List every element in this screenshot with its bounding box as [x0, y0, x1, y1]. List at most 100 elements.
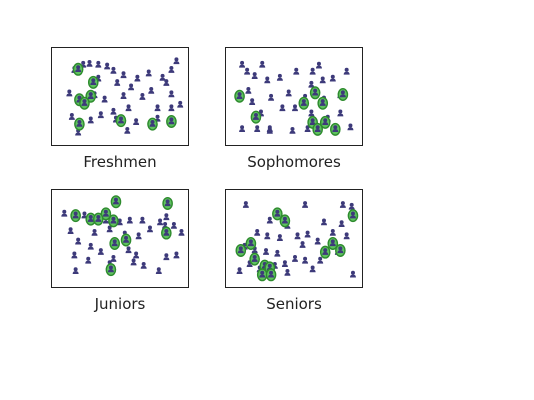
person-icon: [249, 98, 255, 105]
person-icon: [73, 267, 79, 274]
person-icon: [282, 260, 288, 267]
highlighted-person-icon: [121, 234, 130, 246]
highlighted-person-icon: [338, 89, 347, 101]
person-icon: [245, 87, 251, 94]
person-icon: [292, 255, 298, 262]
juniors-label: Juniors: [41, 295, 199, 313]
freshmen-people: [52, 48, 190, 147]
highlighted-person-icon: [163, 198, 172, 210]
person-icon: [279, 104, 285, 111]
person-icon: [85, 257, 91, 264]
highlighted-person-icon: [167, 116, 176, 128]
highlighted-person-icon: [266, 269, 275, 281]
seniors-plot-box: [225, 189, 363, 288]
person-icon: [127, 217, 133, 224]
person-icon: [310, 265, 316, 272]
person-icon: [61, 210, 67, 217]
highlighted-person-icon: [110, 238, 119, 250]
person-icon: [95, 61, 101, 68]
highlighted-person-icon: [321, 246, 330, 258]
highlighted-person-icon: [250, 253, 259, 265]
highlighted-person-icon: [162, 227, 171, 239]
person-icon: [98, 248, 104, 255]
highlighted-person-icon: [80, 97, 89, 109]
person-icon: [263, 248, 269, 255]
person-icon: [316, 62, 322, 69]
person-icon: [69, 113, 75, 120]
person-icon: [244, 68, 250, 75]
highlighted-person-icon: [75, 118, 84, 130]
person-icon: [139, 217, 145, 224]
person-icon: [350, 271, 356, 278]
person-icon: [264, 232, 270, 239]
person-icon: [349, 203, 355, 210]
person-icon: [320, 77, 326, 84]
person-icon: [239, 125, 245, 132]
person-icon: [155, 104, 161, 111]
person-icon: [114, 79, 120, 86]
sophomores-people: [226, 48, 364, 147]
person-icon: [110, 255, 116, 262]
person-icon: [284, 269, 290, 276]
person-icon: [302, 201, 308, 208]
person-icon: [126, 246, 132, 253]
person-icon: [267, 125, 273, 132]
highlighted-person-icon: [94, 213, 103, 225]
highlighted-person-icon: [246, 238, 255, 250]
person-icon: [163, 253, 169, 260]
highlighted-person-icon: [258, 269, 267, 281]
person-icon: [87, 60, 93, 67]
person-icon: [347, 123, 353, 130]
person-icon: [302, 257, 308, 264]
person-icon: [237, 267, 243, 274]
person-icon: [124, 127, 130, 134]
highlighted-person-icon: [116, 115, 125, 127]
person-icon: [337, 110, 343, 117]
person-icon: [121, 71, 127, 78]
highlighted-person-icon: [299, 97, 308, 109]
person-icon: [239, 61, 245, 68]
person-icon: [254, 229, 260, 236]
person-icon: [310, 68, 316, 75]
person-icon: [330, 229, 336, 236]
person-icon: [178, 229, 184, 236]
person-icon: [104, 63, 110, 70]
person-icon: [340, 201, 346, 208]
person-icon: [173, 57, 179, 64]
person-icon: [133, 252, 139, 259]
seniors-people: [226, 190, 364, 289]
person-icon: [259, 61, 265, 68]
person-icon: [321, 219, 327, 226]
person-icon: [277, 74, 283, 81]
freshmen-plot-box: [51, 47, 189, 146]
highlighted-person-icon: [89, 77, 98, 89]
highlighted-person-icon: [336, 245, 345, 257]
person-icon: [110, 108, 116, 115]
person-icon: [293, 68, 299, 75]
person-icon: [110, 67, 116, 74]
person-icon: [126, 104, 132, 111]
highlighted-person-icon: [148, 118, 157, 130]
person-icon: [330, 75, 336, 82]
highlighted-person-icon: [236, 245, 245, 257]
person-icon: [88, 243, 94, 250]
freshmen-label: Freshmen: [41, 153, 199, 171]
person-icon: [121, 92, 127, 99]
person-icon: [75, 238, 81, 245]
person-icon: [289, 127, 295, 134]
highlighted-person-icon: [311, 87, 320, 99]
person-icon: [146, 70, 152, 77]
person-icon: [168, 66, 174, 73]
highlighted-person-icon: [331, 124, 340, 136]
highlighted-person-icon: [235, 90, 244, 102]
person-icon: [344, 68, 350, 75]
person-icon: [133, 118, 139, 125]
highlighted-person-icon: [313, 124, 322, 136]
person-icon: [160, 74, 166, 81]
person-icon: [168, 90, 174, 97]
juniors-plot-box: [51, 189, 189, 288]
person-icon: [315, 238, 321, 245]
juniors-people: [52, 190, 190, 289]
person-icon: [102, 96, 108, 103]
person-icon: [308, 110, 314, 117]
